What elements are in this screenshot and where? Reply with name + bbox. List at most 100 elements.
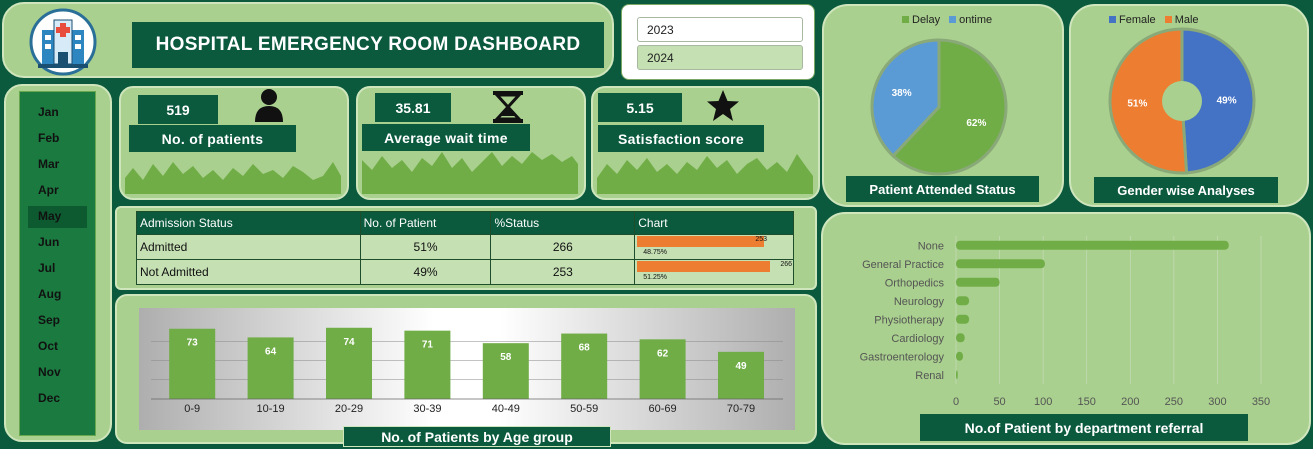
- data-bar: [637, 261, 771, 272]
- row-percent: 51%: [359, 234, 492, 260]
- month-oct[interactable]: Oct: [38, 339, 59, 353]
- pie-title: Patient Attended Status: [846, 176, 1039, 202]
- legend-item: ontime: [949, 14, 992, 26]
- pie-data-label: 62%: [966, 118, 986, 129]
- year-button-2023[interactable]: 2023: [637, 17, 803, 42]
- y-tick-label: Neurology: [894, 296, 945, 308]
- bar-data-label: 68: [579, 343, 591, 354]
- x-tick-label: 250: [1165, 396, 1183, 408]
- age-chart-panel: 73 0-9 64 10-19 74 20-29 71 30-39 58 40-49 68 50-59…: [115, 294, 817, 447]
- age-bar: [718, 351, 764, 399]
- page-title: HOSPITAL EMERGENCY ROOM DASHBOARD: [132, 22, 604, 68]
- month-jan[interactable]: Jan: [38, 105, 59, 119]
- row-status: Not Admitted: [136, 259, 361, 285]
- admission-panel: Admission Status No. of Patient %Status …: [115, 206, 817, 290]
- pie-slice: [1108, 27, 1189, 175]
- legend-label: Female: [1119, 14, 1156, 26]
- x-tick-label: 60-69: [649, 403, 677, 415]
- pie-legend: Female Male: [1109, 14, 1199, 26]
- x-tick-label: 30-39: [413, 403, 441, 415]
- department-bar: [956, 240, 1229, 250]
- month-aug[interactable]: Aug: [38, 287, 62, 301]
- kpi-sparkline: [125, 162, 341, 194]
- legend-item: Female: [1109, 14, 1156, 26]
- age-bar: [326, 327, 372, 399]
- pie-data-label: 51%: [1127, 98, 1147, 109]
- age-chart: 73 0-9 64 10-19 74 20-29 71 30-39 58 40-49 68 50-59…: [151, 327, 783, 415]
- legend-item: Male: [1164, 14, 1199, 26]
- department-bar: [956, 296, 970, 306]
- month-slicer: Jan Feb Mar Apr May Jun Jul Aug Sep Oct …: [19, 91, 96, 436]
- kpi-value: 35.81: [375, 93, 451, 122]
- title-panel: HOSPITAL EMERGENCY ROOM DASHBOARD: [2, 2, 614, 78]
- kpi-label: Satisfaction score: [598, 125, 764, 152]
- department-bar: [956, 351, 963, 361]
- pie-legend: Delay ontime: [902, 14, 992, 26]
- month-dec[interactable]: Dec: [38, 391, 61, 405]
- kpi-card-satisfaction: 5.15 Satisfaction score: [591, 86, 820, 200]
- bar-data-label: 74: [343, 337, 355, 348]
- row-chart-cell: 253 48.75%: [634, 234, 794, 260]
- kpi-card-patients: 519 No. of patients: [119, 86, 349, 200]
- donut-hole: [1162, 81, 1202, 121]
- age-chart-title: No. of Patients by Age group: [343, 426, 611, 447]
- table-row: Admitted 51% 266 253 48.75%: [136, 234, 794, 260]
- month-may[interactable]: May: [28, 206, 87, 228]
- y-tick-label: Physiotherapy: [874, 314, 944, 326]
- pie-title: Gender wise Analyses: [1094, 177, 1278, 203]
- header-chart: Chart: [634, 211, 794, 235]
- header-no-of-patient: No. of Patient: [359, 211, 492, 235]
- month-slicer-panel: Jan Feb Mar Apr May Jun Jul Aug Sep Oct …: [4, 84, 112, 442]
- row-count: 266: [490, 234, 636, 260]
- bar-data-label: 58: [500, 352, 512, 363]
- row-chart-cell: 266 51.25%: [634, 259, 794, 285]
- gender-panel: Female Male 49% 51% Gender wise Analyses: [1069, 4, 1309, 207]
- age-bar: [639, 339, 686, 399]
- bar-data-label: 62: [657, 348, 669, 359]
- month-apr[interactable]: Apr: [38, 183, 59, 197]
- kpi-value: 5.15: [598, 93, 682, 122]
- year-button-2024[interactable]: 2024: [637, 45, 803, 70]
- table-row: Not Admitted 49% 253 266 51.25%: [136, 259, 794, 285]
- department-bar: [956, 259, 1045, 269]
- month-feb[interactable]: Feb: [38, 131, 60, 145]
- kpi-sparkline: [362, 152, 578, 194]
- person-icon: [255, 89, 283, 122]
- y-tick-label: Cardiology: [891, 333, 944, 345]
- month-sep[interactable]: Sep: [38, 313, 61, 327]
- month-jul[interactable]: Jul: [38, 261, 56, 275]
- legend-label: ontime: [959, 14, 993, 26]
- data-bar-value: 253: [755, 236, 767, 243]
- data-bar-subvalue: 51.25%: [643, 274, 667, 281]
- department-bar: [956, 370, 958, 380]
- row-status: Admitted: [136, 234, 361, 260]
- month-nov[interactable]: Nov: [38, 365, 61, 379]
- legend-label: Delay: [912, 14, 941, 26]
- x-tick-label: 150: [1078, 396, 1096, 408]
- bar-data-label: 73: [187, 338, 199, 349]
- x-tick-label: 0: [953, 396, 959, 408]
- x-tick-label: 350: [1252, 396, 1270, 408]
- x-tick-label: 50: [993, 396, 1005, 408]
- hourglass-icon: [493, 91, 523, 123]
- y-tick-label: Orthopedics: [885, 277, 945, 289]
- x-tick-label: 10-19: [257, 403, 285, 415]
- age-bar: [247, 337, 294, 399]
- kpi-sparkline: [597, 154, 813, 194]
- bar-data-label: 71: [422, 340, 434, 351]
- y-tick-label: Gastroenterology: [860, 351, 945, 363]
- month-mar[interactable]: Mar: [38, 157, 60, 171]
- x-tick-label: 300: [1208, 396, 1226, 408]
- data-bar-subvalue: 48.75%: [643, 249, 667, 256]
- month-jun[interactable]: Jun: [38, 235, 60, 249]
- table-header-row: Admission Status No. of Patient %Status …: [136, 211, 794, 235]
- bar-data-label: 49: [735, 361, 747, 372]
- attended-status-pie: 62% 38%: [870, 38, 1008, 176]
- gender-donut: 49% 51%: [1108, 27, 1256, 175]
- legend-label: Male: [1174, 14, 1199, 26]
- department-bar: [956, 314, 970, 324]
- x-tick-label: 200: [1121, 396, 1139, 408]
- hospital-building-icon: [29, 8, 97, 76]
- header-percent-status: %Status: [490, 211, 636, 235]
- year-slicer: 2023 2024: [621, 4, 815, 80]
